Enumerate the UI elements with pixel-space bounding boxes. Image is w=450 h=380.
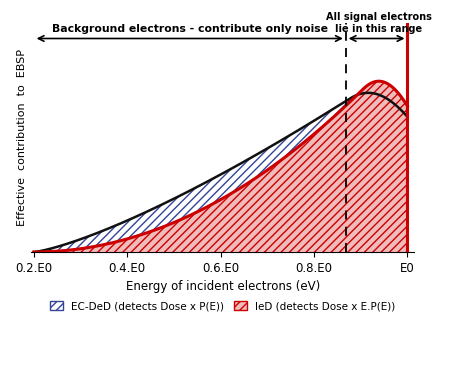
Text: Background electrons - contribute only noise: Background electrons - contribute only n… (52, 24, 328, 34)
X-axis label: Energy of incident electrons (eV): Energy of incident electrons (eV) (126, 280, 320, 293)
Legend: EC-DeD (detects Dose x P(E)), IeD (detects Dose x E.P(E)): EC-DeD (detects Dose x P(E)), IeD (detec… (46, 297, 400, 315)
Text: All signal electrons
lie in this range: All signal electrons lie in this range (326, 12, 432, 34)
Y-axis label: Effective  contribution  to  EBSP: Effective contribution to EBSP (17, 49, 27, 226)
